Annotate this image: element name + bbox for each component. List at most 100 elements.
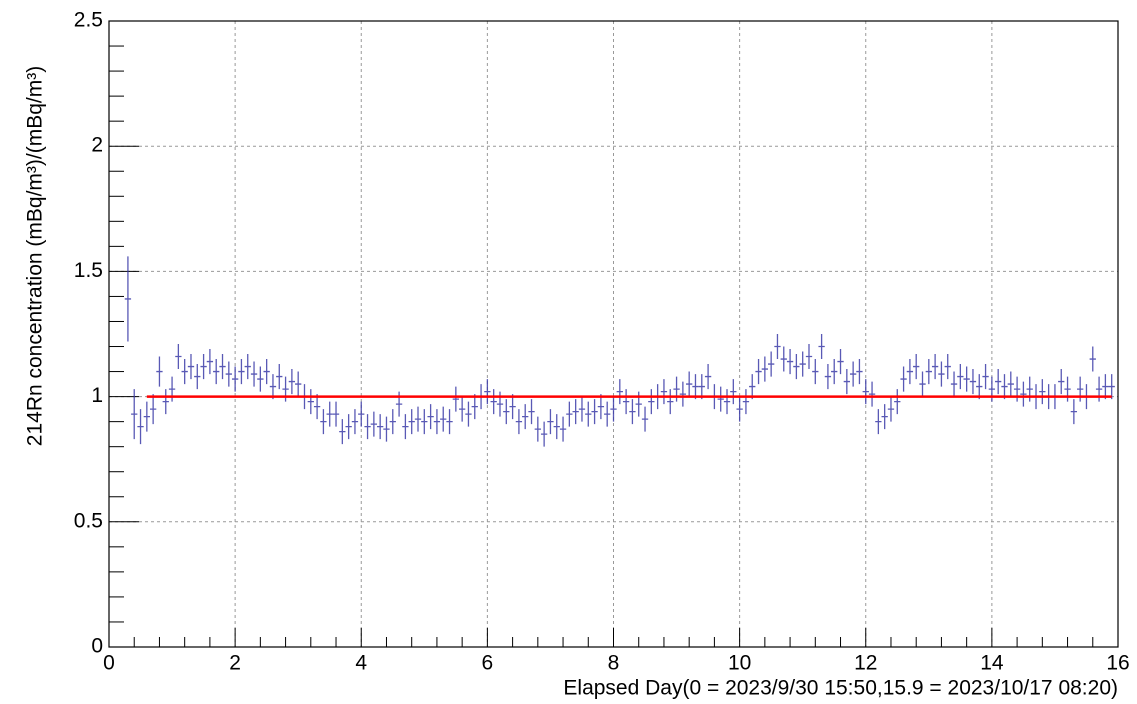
error-bar-point bbox=[786, 349, 794, 375]
error-bar-point bbox=[458, 396, 466, 422]
error-bar-point bbox=[1007, 371, 1014, 397]
error-bar-point bbox=[818, 334, 825, 360]
error-bar-point bbox=[629, 399, 636, 425]
error-bar-point bbox=[427, 404, 434, 430]
error-bar-point bbox=[1001, 374, 1008, 400]
error-bar-point bbox=[452, 386, 459, 412]
error-bar-point bbox=[1102, 374, 1109, 400]
error-bar-point bbox=[831, 359, 838, 385]
error-bar-point bbox=[250, 361, 258, 387]
error-bar-point bbox=[799, 351, 806, 377]
error-bar-point bbox=[868, 381, 876, 407]
error-bar-point bbox=[578, 396, 586, 422]
error-bar-point bbox=[894, 389, 901, 415]
error-bar-point bbox=[824, 364, 832, 390]
error-bar-point bbox=[156, 356, 163, 387]
error-bar-point bbox=[572, 399, 579, 425]
error-bar-point bbox=[515, 409, 523, 435]
error-bar-point bbox=[774, 334, 781, 360]
error-bar-point bbox=[389, 409, 396, 435]
error-bar-point bbox=[1039, 379, 1046, 405]
error-bar-point bbox=[667, 389, 674, 415]
error-bar-point bbox=[446, 409, 453, 435]
error-bar-point bbox=[421, 409, 428, 435]
error-bar-point bbox=[194, 364, 201, 390]
error-bar-point bbox=[307, 389, 314, 415]
error-bar-point bbox=[856, 359, 863, 385]
error-bar-point bbox=[181, 359, 188, 385]
y-tick-label: 2 bbox=[91, 134, 103, 157]
error-bar-point bbox=[332, 401, 340, 427]
error-bar-point bbox=[1108, 374, 1115, 400]
error-bar-point bbox=[950, 371, 958, 397]
error-bar-point bbox=[175, 344, 182, 370]
error-bar-point bbox=[944, 354, 951, 380]
error-bar-point bbox=[704, 364, 712, 390]
error-bar-point bbox=[225, 361, 232, 387]
error-bar-point bbox=[187, 354, 195, 380]
error-bar-point bbox=[149, 394, 157, 425]
y-tick-label: 2.5 bbox=[74, 9, 103, 32]
error-bar-point bbox=[528, 399, 535, 425]
error-bar-point bbox=[370, 411, 378, 437]
error-bar-point bbox=[881, 404, 888, 430]
error-bar-point bbox=[976, 374, 983, 400]
error-bar-point bbox=[263, 359, 270, 385]
error-bar-point bbox=[509, 394, 516, 420]
error-bar-point bbox=[503, 399, 510, 425]
x-tick-label: 4 bbox=[355, 652, 367, 675]
error-bar-point bbox=[906, 359, 914, 385]
x-axis-label: Elapsed Day(0 = 2023/9/30 15:50,15.9 = 2… bbox=[563, 677, 1118, 700]
error-bar-point bbox=[124, 256, 132, 342]
error-bar-point bbox=[433, 409, 441, 435]
error-bar-point bbox=[969, 369, 977, 395]
error-bar-point bbox=[742, 389, 750, 415]
error-bar-point bbox=[131, 389, 138, 440]
error-bar-point bbox=[938, 361, 945, 387]
error-bar-point bbox=[648, 389, 655, 415]
x-tick-label: 8 bbox=[608, 652, 620, 675]
error-bar-point bbox=[679, 381, 687, 407]
error-bar-point bbox=[351, 409, 359, 435]
error-bar-point bbox=[238, 359, 245, 385]
error-bar-point bbox=[925, 359, 932, 385]
error-bar-point bbox=[1070, 399, 1078, 425]
error-bar-point bbox=[269, 374, 277, 400]
error-bar-point bbox=[566, 401, 573, 427]
error-bar-point bbox=[313, 394, 321, 420]
error-bar-point bbox=[162, 389, 169, 415]
error-bar-point bbox=[440, 406, 447, 432]
error-bar-point bbox=[364, 414, 371, 440]
error-bar-point bbox=[616, 379, 623, 405]
error-bar-point bbox=[465, 401, 472, 427]
error-bar-point bbox=[219, 354, 226, 380]
error-bar-point bbox=[408, 409, 415, 435]
error-bar-point bbox=[484, 379, 491, 405]
error-bar-point bbox=[913, 354, 920, 380]
error-bar-point bbox=[490, 389, 497, 415]
error-bar-point bbox=[812, 359, 819, 385]
error-bar-point bbox=[345, 414, 352, 440]
error-bar-point bbox=[213, 359, 220, 385]
error-bar-point bbox=[887, 396, 895, 422]
error-bar-point bbox=[995, 369, 1002, 395]
y-tick-label: 1.5 bbox=[74, 259, 103, 282]
error-bar-point bbox=[547, 409, 554, 435]
error-bar-point bbox=[339, 419, 346, 445]
error-bar-point bbox=[553, 414, 560, 440]
error-bar-point bbox=[736, 396, 743, 422]
error-bar-point bbox=[585, 401, 592, 427]
x-tick-label: 2 bbox=[229, 652, 241, 675]
error-bar-point bbox=[604, 401, 611, 427]
error-bar-point bbox=[982, 364, 989, 390]
error-bar-point bbox=[768, 351, 775, 377]
error-bar-point bbox=[862, 379, 869, 405]
error-bar-point bbox=[875, 409, 882, 435]
error-bar-point bbox=[597, 394, 605, 420]
error-bar-point bbox=[200, 354, 207, 380]
error-bar-point bbox=[231, 366, 239, 392]
x-tick-label: 0 bbox=[103, 652, 115, 675]
error-bar-point bbox=[402, 414, 409, 440]
